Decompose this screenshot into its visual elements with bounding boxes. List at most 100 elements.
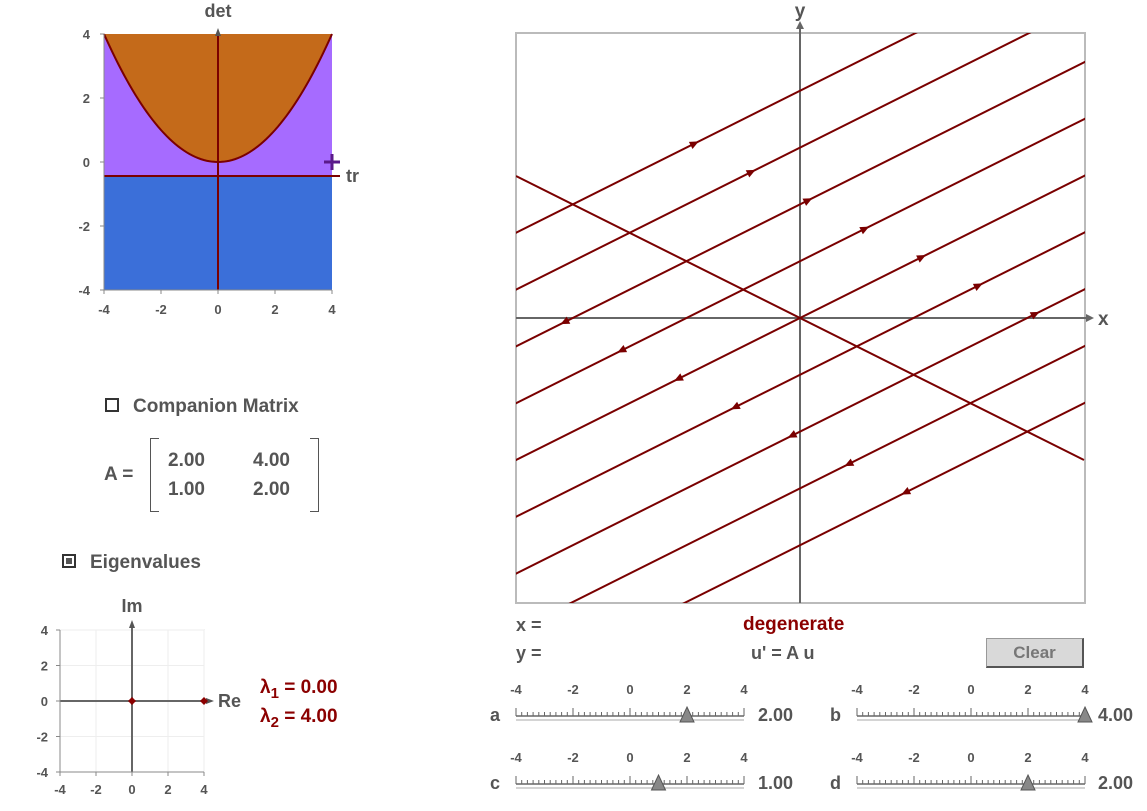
slider-tick-label: 4 [740,750,748,765]
trace-det-svg[interactable]: -4 -4 -2 -2 0 0 2 2 4 4 det tr [60,0,380,320]
det-axis-arrow-icon [215,28,221,36]
matrix-a: 2.00 [168,450,205,471]
slider-b-value: 4.00 [1098,705,1133,725]
trajectory-arrow-icon [859,226,870,235]
trace-det-plot[interactable]: -4 -4 -2 -2 0 0 2 2 4 4 det tr [60,0,380,320]
x-axis-label: x [1098,309,1109,330]
det-tick-label: -2 [78,219,90,234]
trajectory [516,33,1032,291]
trajectory [568,344,1085,603]
companion-matrix-label: Companion Matrix [133,396,299,417]
slider-a-label: a [490,705,501,725]
lambda1-symbol: λ [260,677,271,698]
tr-tick-label: 2 [271,302,278,317]
slider-tick-label: -4 [851,682,863,697]
y-axis-label: y [795,1,806,22]
slider-tick-label: 2 [1024,750,1031,765]
slider-tick-label: -4 [510,750,522,765]
slider-d-value: 2.00 [1098,773,1133,793]
trajectory-arrow-icon [617,344,628,353]
slider-d[interactable]: -4 -2 0 2 4 d 2.00 [830,750,1133,793]
tr-tick-label: -2 [155,302,167,317]
trajectory-arrow-icon [972,283,983,292]
slider-tick-label: 2 [1024,682,1031,697]
slider-a-thumb[interactable] [679,705,695,723]
slider-c[interactable]: -4 -2 0 2 4 c 1.00 [490,750,793,793]
slider-c-value: 1.00 [758,773,793,793]
phase-plane-svg[interactable]: y x [500,0,1120,610]
eigenvalue-svg: -4 -4 -2 -2 0 0 2 2 4 4 Im Re [36,596,241,797]
slider-tick-label: -4 [851,750,863,765]
y-readout-label: y = [516,643,542,663]
slider-d-thumb[interactable] [1020,773,1036,791]
trajectory-arrow-icon [730,401,741,410]
equation-label: u' = A u [751,643,815,663]
trajectory-arrow-icon [504,288,514,296]
trajectory-arrow-icon [916,255,926,263]
tr-tick-label: -4 [98,302,110,317]
re-tick-label: 4 [200,782,208,797]
trajectory [516,231,1085,518]
slider-tick-label: -2 [908,682,920,697]
re-tick-label: 0 [128,782,135,797]
slider-tick-label: 0 [967,750,974,765]
im-tick-label: -4 [36,765,48,780]
trajectory-arrow-icon [1029,311,1040,320]
slider-c-thumb[interactable] [650,773,667,791]
trajectory [516,117,1085,405]
matrix-b: 4.00 [253,450,290,471]
re-tick-label: -2 [90,782,102,797]
trajectory-arrow-icon [560,316,571,325]
slider-tick-label: 2 [683,682,690,697]
im-tick-label: 2 [41,659,48,674]
slider-tick-label: 4 [1081,682,1089,697]
im-label: Im [121,596,142,616]
re-label: Re [218,691,241,711]
slider-tick-label: -2 [567,750,579,765]
eigenvalues-checkbox[interactable] [62,554,76,568]
trajectory [516,33,918,234]
classification-label: degenerate [743,614,845,635]
lambda2-readout: λ2 = 4.00 [260,706,338,731]
tr-tick-label: 4 [328,302,336,317]
slider-a-value: 2.00 [758,705,793,725]
slider-b[interactable]: -4 -2 0 2 4 b 4.00 [830,682,1133,725]
re-tick-label: 2 [164,782,171,797]
matrix-prefix: A = [104,464,134,485]
tr-label: tr [346,166,359,186]
phase-plane[interactable]: y x [500,0,1120,610]
slider-c-label: c [490,773,500,793]
lambda2-value: = 4.00 [284,706,338,727]
tr-tick-label: 0 [214,302,221,317]
slider-tick-label: 2 [683,750,690,765]
x-readout-label: x = [516,615,542,635]
y-axis-arrow-icon [796,21,804,29]
slider-b-thumb[interactable] [1077,705,1093,723]
sliders-svg[interactable]: -4 -2 0 2 4 a 2.00 -4 -2 0 2 4 b 4.00 -4 -2 0 2 4 c 1.00 -4 -2… [0,676,1147,806]
trajectory-arrow-icon [1087,340,1097,348]
companion-matrix-checkbox[interactable] [105,398,119,412]
matrix-c: 1.00 [168,479,205,500]
slider-b-label: b [830,705,841,725]
slider-tick-label: -4 [510,682,522,697]
det-tick-label: 2 [83,91,90,106]
clear-button[interactable]: Clear [986,638,1084,668]
im-tick-label: -2 [36,730,48,745]
slider-tick-label: 4 [1081,750,1089,765]
lambda2-symbol: λ [260,706,271,727]
re-axis-arrow-icon [206,698,214,704]
eigenvalue-point [128,697,136,705]
re-tick-label: -4 [54,782,66,797]
trace-det-point-marker[interactable] [324,154,340,170]
trajectory-arrow-icon [745,169,756,178]
trajectory-arrow-icon [688,141,699,150]
matrix-left-bracket [150,438,159,512]
slider-tick-label: 0 [626,750,633,765]
lambda2-subscript: 2 [270,713,279,731]
det-tick-label: 0 [83,155,90,170]
det-tick-label: -4 [78,283,90,298]
matrix-right-bracket [310,438,319,512]
slider-a[interactable]: -4 -2 0 2 4 a 2.00 [490,682,793,725]
x-axis-arrow-icon [1086,314,1094,322]
lambda1-value: = 0.00 [284,677,338,698]
